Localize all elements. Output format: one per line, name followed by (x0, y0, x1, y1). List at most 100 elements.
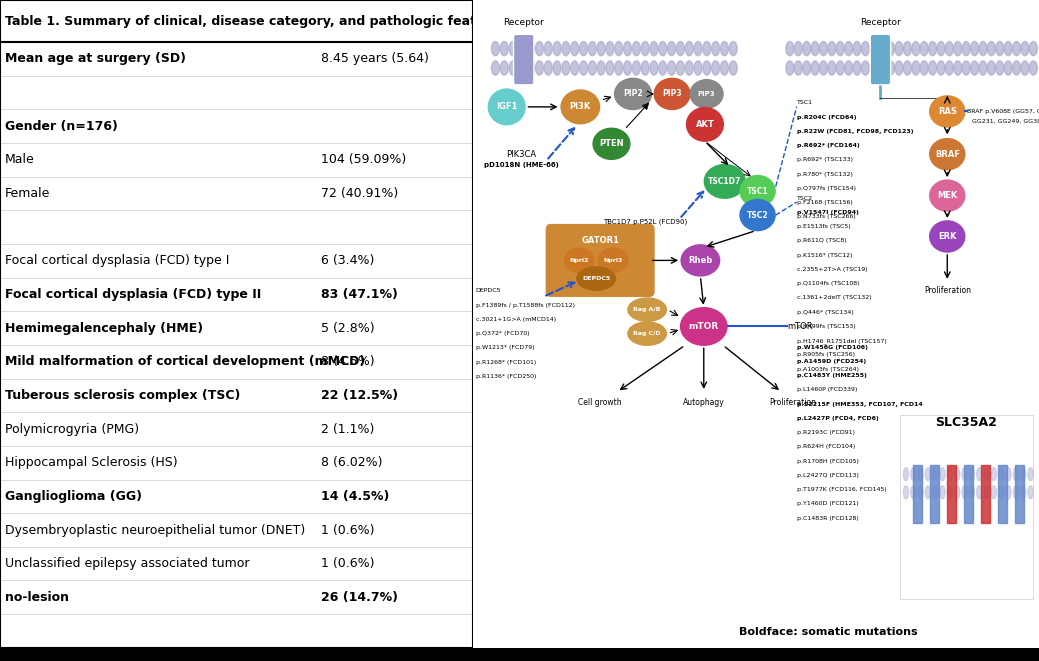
Ellipse shape (553, 42, 561, 56)
Ellipse shape (681, 307, 727, 345)
Ellipse shape (588, 42, 596, 56)
Ellipse shape (562, 42, 569, 56)
Text: p.C1483Y (HME255): p.C1483Y (HME255) (797, 373, 867, 378)
Ellipse shape (820, 61, 827, 75)
Ellipse shape (606, 61, 614, 75)
Ellipse shape (702, 42, 711, 56)
Ellipse shape (969, 468, 975, 481)
Text: Ganglioglioma (GG): Ganglioglioma (GG) (5, 490, 141, 503)
Ellipse shape (580, 42, 587, 56)
Ellipse shape (655, 79, 690, 110)
Ellipse shape (588, 61, 596, 75)
Ellipse shape (853, 42, 861, 56)
Ellipse shape (921, 61, 928, 75)
Text: MEK: MEK (937, 191, 957, 200)
Ellipse shape (676, 61, 685, 75)
Text: Male: Male (5, 153, 34, 167)
Ellipse shape (685, 61, 693, 75)
Bar (0, 176, 473, 210)
Ellipse shape (794, 42, 802, 56)
Ellipse shape (628, 298, 666, 321)
Ellipse shape (991, 486, 996, 499)
Ellipse shape (962, 468, 967, 481)
Text: Proliferation: Proliferation (769, 399, 817, 407)
Ellipse shape (676, 42, 685, 56)
Text: p.R22W (FCD81, FCD98, FCD123): p.R22W (FCD81, FCD98, FCD123) (797, 129, 913, 134)
Ellipse shape (527, 61, 535, 75)
Ellipse shape (955, 486, 960, 499)
Ellipse shape (903, 468, 908, 481)
Text: Gender (n=176): Gender (n=176) (5, 120, 117, 133)
Text: p.R1268* (FCD101): p.R1268* (FCD101) (476, 360, 536, 364)
Ellipse shape (918, 486, 923, 499)
Text: Table 1. Summary of clinical, disease category, and pathologic features: Table 1. Summary of clinical, disease ca… (5, 15, 507, 28)
Text: 26 (14.7%): 26 (14.7%) (321, 591, 399, 603)
Bar (947, 465, 956, 524)
Ellipse shape (803, 42, 810, 56)
Bar (0, 278, 473, 311)
Ellipse shape (945, 42, 954, 56)
Ellipse shape (553, 61, 561, 75)
Text: TSC1: TSC1 (747, 186, 769, 196)
Ellipse shape (1030, 42, 1037, 56)
Bar (0, 244, 473, 278)
Text: Cell growth: Cell growth (579, 399, 622, 407)
Ellipse shape (1021, 42, 1029, 56)
Ellipse shape (828, 42, 835, 56)
Ellipse shape (544, 61, 552, 75)
Ellipse shape (995, 42, 1004, 56)
Ellipse shape (623, 42, 632, 56)
Text: p.R624H (FCD104): p.R624H (FCD104) (797, 444, 855, 449)
Text: 5 (2.8%): 5 (2.8%) (321, 322, 375, 334)
Ellipse shape (904, 42, 911, 56)
Ellipse shape (1013, 468, 1018, 481)
Text: Polymicrogyria (PMG): Polymicrogyria (PMG) (5, 422, 139, 436)
Ellipse shape (886, 42, 895, 56)
Ellipse shape (929, 42, 936, 56)
Ellipse shape (597, 61, 605, 75)
Text: TSC2: TSC2 (797, 196, 812, 201)
Ellipse shape (937, 61, 944, 75)
Text: Nprl2: Nprl2 (569, 258, 589, 263)
Text: p.A1003fs (TSC264): p.A1003fs (TSC264) (797, 367, 858, 371)
Text: Receptor: Receptor (503, 18, 544, 27)
Ellipse shape (912, 42, 920, 56)
Text: Proliferation: Proliferation (924, 286, 970, 295)
Text: p.R1708H (FCD105): p.R1708H (FCD105) (797, 459, 858, 463)
Ellipse shape (870, 42, 878, 56)
Ellipse shape (500, 61, 508, 75)
Ellipse shape (509, 61, 517, 75)
Bar (0, 110, 473, 143)
Ellipse shape (794, 61, 802, 75)
Ellipse shape (704, 165, 745, 198)
Ellipse shape (954, 42, 962, 56)
Text: ERK: ERK (938, 232, 957, 241)
Ellipse shape (895, 61, 903, 75)
Text: 1 (0.6%): 1 (0.6%) (321, 557, 375, 570)
Text: 14 (4.5%): 14 (4.5%) (321, 490, 390, 503)
Text: p.L2427Q (FCD113): p.L2427Q (FCD113) (797, 473, 858, 478)
Text: GATOR1: GATOR1 (581, 237, 619, 245)
Ellipse shape (650, 61, 658, 75)
Text: p.R780* (TSC132): p.R780* (TSC132) (797, 172, 853, 176)
Ellipse shape (870, 61, 878, 75)
Text: PI3K: PI3K (569, 102, 591, 112)
Text: p.L1460P (FCD339): p.L1460P (FCD339) (797, 387, 857, 393)
Text: Unclassified epilepsy associated tumor: Unclassified epilepsy associated tumor (5, 557, 249, 570)
Ellipse shape (984, 468, 989, 481)
FancyBboxPatch shape (544, 223, 656, 297)
Text: p.L2427P (FCD4, FCD6): p.L2427P (FCD4, FCD6) (797, 416, 878, 421)
Ellipse shape (853, 61, 861, 75)
Text: SLC35A2: SLC35A2 (935, 416, 997, 429)
Ellipse shape (535, 61, 543, 75)
Text: p.V1547I (FCD94): p.V1547I (FCD94) (797, 210, 858, 215)
Bar (0, 311, 473, 345)
Ellipse shape (926, 486, 931, 499)
Bar (0, 479, 473, 513)
Bar (0, 513, 473, 547)
Ellipse shape (1013, 486, 1018, 499)
Text: Hemimegalencephaly (HME): Hemimegalencephaly (HME) (5, 322, 203, 334)
Ellipse shape (811, 42, 819, 56)
Bar (912, 465, 922, 524)
Text: p.Q797fs (TSC154): p.Q797fs (TSC154) (797, 186, 856, 191)
